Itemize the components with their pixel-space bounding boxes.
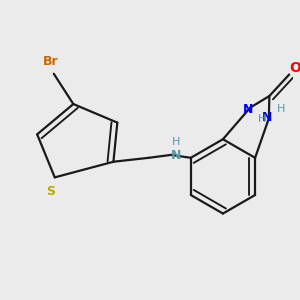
Text: N: N [243,103,254,116]
Text: N: N [171,149,181,162]
Text: O: O [289,61,300,75]
Text: N: N [262,111,272,124]
Text: H: H [276,103,285,114]
Text: H: H [258,114,266,124]
Text: Br: Br [43,55,59,68]
Text: H: H [172,137,180,147]
Text: S: S [46,184,55,198]
